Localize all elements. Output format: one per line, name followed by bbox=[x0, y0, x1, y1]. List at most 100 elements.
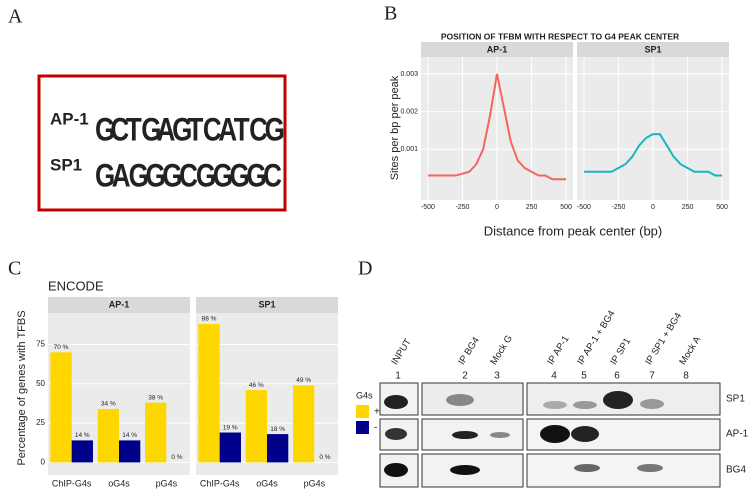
value-label: 14 % bbox=[122, 432, 137, 439]
lane-number: 3 bbox=[494, 371, 500, 382]
logo-letter: A bbox=[218, 112, 237, 148]
logo-letter: G bbox=[145, 158, 165, 194]
y-tick-label: 0.002 bbox=[400, 108, 418, 115]
x-tick-label: 250 bbox=[526, 204, 538, 211]
y-tick-label: 0.001 bbox=[400, 146, 418, 153]
facet-strip bbox=[48, 297, 190, 313]
chart-title: POSITION OF TFBM WITH RESPECT TO G4 PEAK… bbox=[441, 31, 679, 41]
panel-label: B bbox=[384, 3, 397, 25]
logo-letter: G bbox=[95, 158, 115, 194]
legend-label: - bbox=[374, 423, 377, 434]
x-tick-label: pG4s bbox=[156, 478, 178, 488]
logo-letter: C bbox=[203, 112, 222, 148]
x-tick-label: ChIP-G4s bbox=[200, 478, 240, 488]
logo-letter: G bbox=[162, 158, 182, 194]
bar bbox=[267, 434, 289, 463]
lane-number: 6 bbox=[614, 371, 620, 382]
logo-letter: G bbox=[246, 158, 266, 194]
legend-label: + bbox=[374, 407, 380, 418]
bar bbox=[50, 352, 72, 463]
y-axis-label: Sites per bp per peak bbox=[389, 75, 401, 180]
lane-label: Mock G bbox=[488, 333, 515, 367]
bar bbox=[198, 324, 220, 463]
lane-label: IP BG4 bbox=[456, 335, 481, 367]
lane-number: 1 bbox=[395, 371, 401, 382]
value-label: 14 % bbox=[75, 432, 90, 439]
panel-label: C bbox=[8, 258, 21, 280]
blots bbox=[379, 382, 721, 488]
x-tick-label: pG4s bbox=[304, 478, 326, 488]
value-label: 0 % bbox=[171, 454, 182, 461]
lane-number: 5 bbox=[581, 371, 587, 382]
row-label: BG4 bbox=[726, 465, 746, 476]
facet-strip bbox=[577, 42, 729, 57]
x-tick-label: -500 bbox=[577, 204, 591, 211]
legend-key bbox=[356, 405, 369, 418]
logo-letter: C bbox=[249, 112, 268, 148]
logo-letter: T bbox=[234, 112, 250, 148]
bar bbox=[245, 390, 267, 463]
lane-number: 8 bbox=[683, 371, 689, 382]
legend-title: G4s bbox=[356, 390, 373, 400]
x-tick-label: 250 bbox=[682, 204, 694, 211]
lane-number: 2 bbox=[462, 371, 468, 382]
lane-number: 4 bbox=[551, 371, 557, 382]
logo-letter: T bbox=[188, 112, 204, 148]
x-tick-label: 500 bbox=[560, 204, 572, 211]
value-label: 0 % bbox=[319, 454, 330, 461]
x-tick-label: 500 bbox=[716, 204, 728, 211]
row-label: SP1 bbox=[726, 394, 745, 405]
logo-letter: C bbox=[179, 158, 198, 194]
logo-letter: G bbox=[265, 112, 285, 148]
logo-frame bbox=[37, 74, 287, 212]
value-label: 18 % bbox=[270, 426, 285, 433]
logo-letter: A bbox=[157, 112, 176, 148]
logo-letter: T bbox=[126, 112, 142, 148]
y-tick-label: 50 bbox=[36, 379, 45, 388]
value-label: 46 % bbox=[249, 382, 264, 389]
panel-label: A bbox=[8, 6, 23, 28]
lane-label: IP SP1 bbox=[608, 336, 633, 367]
x-tick-label: -500 bbox=[421, 204, 435, 211]
lane-label: INPUT bbox=[389, 337, 414, 367]
logo-letter: G bbox=[95, 112, 115, 148]
chart-title: ENCODE bbox=[48, 278, 104, 293]
value-label: 34 % bbox=[101, 401, 116, 408]
logo-letter: G bbox=[129, 158, 149, 194]
facet-label: SP1 bbox=[644, 44, 661, 54]
x-tick-label: 0 bbox=[651, 204, 655, 211]
lane-number: 7 bbox=[649, 371, 655, 382]
x-tick-label: -250 bbox=[455, 204, 469, 211]
row-label: AP-1 bbox=[726, 429, 749, 440]
bar bbox=[119, 440, 141, 463]
lane-label: IP AP-1 bbox=[545, 334, 571, 367]
bar bbox=[71, 440, 93, 463]
logo-letter: G bbox=[213, 158, 233, 194]
value-label: 49 % bbox=[296, 377, 311, 384]
x-tick-label: oG4s bbox=[108, 478, 130, 488]
y-tick-label: 0 bbox=[41, 458, 46, 467]
logo-letter: G bbox=[196, 158, 216, 194]
facet-strip bbox=[196, 297, 338, 313]
motif-name: AP-1 bbox=[50, 109, 89, 128]
facet-label: AP-1 bbox=[487, 44, 508, 54]
logo-letter: A bbox=[112, 158, 131, 194]
motif-name: SP1 bbox=[50, 155, 82, 174]
bar bbox=[293, 385, 315, 463]
bar bbox=[145, 402, 167, 463]
logo-letter: G bbox=[230, 158, 250, 194]
y-tick-label: 0.003 bbox=[400, 71, 418, 78]
value-label: 88 % bbox=[202, 316, 217, 323]
bar bbox=[97, 408, 119, 463]
y-axis-label: Percentage of genes with TFBS bbox=[16, 310, 28, 465]
bar bbox=[219, 432, 241, 463]
x-axis-label: Distance from peak center (bp) bbox=[484, 223, 662, 238]
facet-strip bbox=[421, 42, 573, 57]
y-tick-label: 75 bbox=[36, 340, 45, 349]
logo-letter: G bbox=[141, 112, 161, 148]
x-tick-label: 0 bbox=[495, 204, 499, 211]
lane-label: Mock A bbox=[677, 334, 703, 367]
y-tick-label: 25 bbox=[36, 418, 45, 427]
trend-line bbox=[427, 73, 567, 181]
